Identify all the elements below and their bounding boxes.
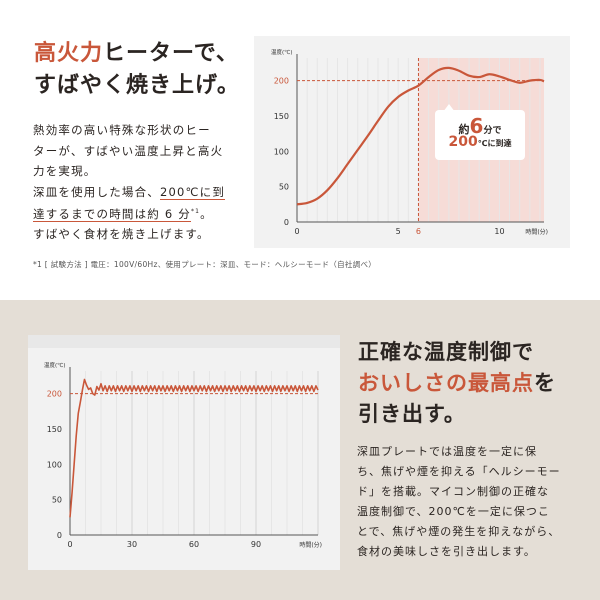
para-line: 温度制御で、200℃を一定に保つこ [357, 505, 550, 518]
para-highlight: 達するまでの時間は約 6 分 [33, 206, 191, 222]
para-line: 熱効率の高い特殊な形状のヒー [33, 123, 211, 137]
callout-bubble: 約6分で 200℃に到達 [435, 104, 525, 160]
callout-text: ℃に到達 [477, 139, 512, 148]
x-axis-label: 時間(分) [299, 541, 322, 549]
section2-paragraph: 深皿プレートでは温度を一定に保 ち、焦げや煙を抑える「ヘルシーモー ド」を搭載。… [357, 442, 597, 562]
title-line3: 引き出す。 [358, 402, 466, 426]
x-tick-label: 0 [67, 540, 72, 549]
y-tick-label: 100 [47, 460, 62, 469]
y-tick-label: 50 [52, 496, 62, 505]
chart-heating-time: 0 50 100 150 200 0 5 6 10 温度(℃) 時間(分) 約6分で 200℃に到達 [254, 36, 570, 248]
x-tick-label: 60 [189, 540, 199, 549]
y-tick-label: 200 [274, 77, 289, 86]
y-axis-label: 温度(℃) [44, 361, 65, 369]
y-tick-label: 100 [274, 147, 289, 156]
y-tick-label: 0 [284, 218, 289, 227]
footnote-ref: *1 [190, 208, 201, 215]
para-line: 深皿を使用した場合、 [33, 184, 160, 199]
temperature-curve [69, 378, 319, 518]
callout-number: 6 [469, 114, 484, 138]
x-tick-label: 90 [251, 540, 261, 549]
para-line: 深皿プレートでは温度を一定に保 [357, 445, 537, 458]
title-accent: 高火力 [34, 41, 104, 66]
y-tick-label: 150 [274, 112, 289, 121]
temperature-curve [296, 66, 545, 206]
para-highlight: 200℃に到 [160, 184, 226, 200]
para-line: すばやく食材を焼き上げます。 [33, 227, 210, 242]
section2-title: 正確な温度制御で おいしさの最高点を 引き出す。 [358, 337, 556, 430]
para-line: 力を実現。 [33, 164, 97, 178]
y-tick-label: 50 [279, 183, 289, 192]
chart-temperature-stability: 0 50 100 150 200 0 30 60 90 温度(℃) 時間(分) [28, 335, 340, 570]
callout-text: 約 [458, 123, 470, 136]
y-tick-label: 0 [57, 531, 62, 540]
chart-top-strip [28, 335, 340, 348]
para-line: ド」を搭載。マイコン制御の正確な [357, 485, 549, 498]
y-axis-label: 温度(℃) [271, 48, 292, 56]
x-tick-label: 0 [294, 227, 299, 236]
callout-pointer [443, 104, 455, 112]
y-tick-label: 200 [47, 390, 62, 399]
y-tick-label: 150 [47, 425, 62, 434]
para-line: ターが、すばやい温度上昇と高火 [33, 143, 224, 158]
para-line: とで、焦げや煙の発生を抑えながら、 [357, 525, 561, 538]
chart2-svg: 0 50 100 150 200 0 30 60 90 温度(℃) 時間(分) [44, 361, 322, 549]
x-tick-label: 5 [396, 227, 401, 236]
para-text: 。 [200, 206, 213, 221]
footnote: *1 [ 試験方法 ] 電圧：100V/60Hz、使用プレート：深皿、モード：ヘ… [33, 260, 377, 269]
title-line2: すばやく焼き上げ。 [34, 73, 240, 98]
para-line: ち、焦げや煙を抑える「ヘルシーモー [357, 465, 561, 478]
section1-paragraph: 熱効率の高い特殊な形状のヒー ターが、すばやい温度上昇と高火 力を実現。 深皿を… [33, 120, 248, 245]
title-accent: おいしさの最高点 [358, 371, 534, 395]
title-text: を [534, 371, 556, 395]
callout-text: 分で [483, 126, 502, 136]
title-text: ヒーターで、 [103, 41, 239, 66]
callout-temp: 200 [448, 134, 478, 150]
x-tick-label: 10 [494, 227, 504, 236]
x-tick-label: 6 [416, 227, 421, 236]
section1-title: 高火力ヒーターで、 すばやく焼き上げ。 [34, 38, 240, 102]
x-tick-label: 30 [127, 540, 137, 549]
para-line: 食材の美味しさを引き出します。 [357, 545, 536, 558]
title-line1: 正確な温度制御で [358, 340, 534, 364]
x-axis-label: 時間(分) [525, 228, 548, 236]
